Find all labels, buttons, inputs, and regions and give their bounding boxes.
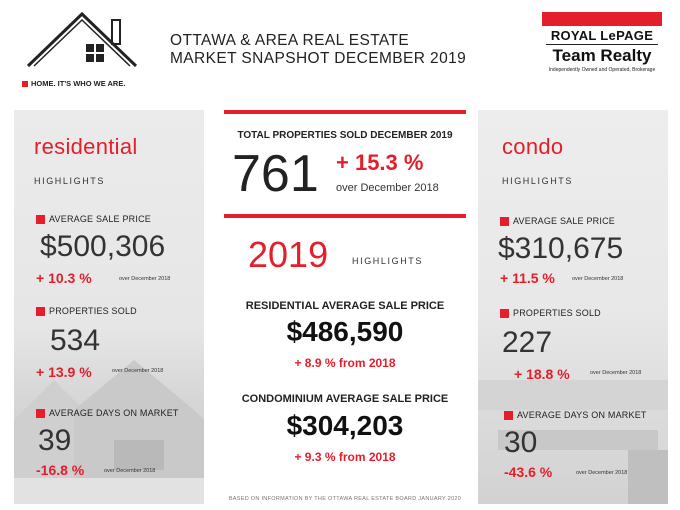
logo-small: Independently Owned and Operated, Broker… xyxy=(548,67,656,73)
condo-sold-label-text: PROPERTIES SOLD xyxy=(513,308,601,318)
res-avg-label: RESIDENTIAL AVERAGE SALE PRICE xyxy=(245,300,445,312)
condo-avg-price-label-text: AVERAGE SALE PRICE xyxy=(513,216,615,226)
condo-avg-price: $310,675 xyxy=(498,232,624,265)
red-square-icon xyxy=(500,216,509,226)
res-dom-change: -16.8 % xyxy=(36,462,85,478)
condo-avg-price-change: + 11.5 % xyxy=(500,270,555,286)
snowy-house-image xyxy=(14,360,204,504)
year-subtitle: HIGHLIGHTS xyxy=(352,256,424,266)
residential-panel: residential HIGHLIGHTS AVERAGE SALE PRIC… xyxy=(14,110,204,504)
mid-rule xyxy=(224,214,466,218)
condo-panel: condo HIGHLIGHTS AVERAGE SALE PRICE $310… xyxy=(478,110,668,504)
res-avg-value: $486,590 xyxy=(286,316,404,347)
house-logo xyxy=(20,6,140,76)
logo-bottom: Team Realty xyxy=(552,46,652,65)
total-value: 761 xyxy=(232,145,319,203)
condo-avg-value: $304,203 xyxy=(286,410,404,441)
logo-red-bar xyxy=(542,12,662,26)
res-avg-price: $500,306 xyxy=(40,230,166,263)
res-avg-price-label: AVERAGE SALE PRICE xyxy=(36,214,151,224)
condo-dom-label: AVERAGE DAYS ON MARKET xyxy=(504,410,647,420)
residential-subtitle: HIGHLIGHTS xyxy=(34,176,106,186)
royal-lepage-logo: ROYAL LePAGE Team Realty Independently O… xyxy=(542,12,662,84)
res-avg-change: + 8.9 % from 2018 xyxy=(294,356,396,370)
header-line1: OTTAWA & AREA REAL ESTATE xyxy=(170,32,410,49)
red-square-icon xyxy=(36,408,45,418)
res-dom: 39 xyxy=(38,424,72,457)
total-change: + 15.3 % xyxy=(336,150,424,175)
red-square-icon xyxy=(36,306,45,316)
condo-avg-label: CONDOMINIUM AVERAGE SALE PRICE xyxy=(241,393,449,405)
header-line2: MARKET SNAPSHOT DECEMBER 2019 xyxy=(170,50,467,67)
condo-dom-note: over December 2018 xyxy=(576,470,628,476)
tagline: HOME. IT'S WHO WE ARE. xyxy=(22,79,125,88)
condo-avg-price-label: AVERAGE SALE PRICE xyxy=(500,216,615,226)
condo-dom: 30 xyxy=(504,426,538,459)
res-dom-note: over December 2018 xyxy=(104,468,156,474)
total-note: over December 2018 xyxy=(336,182,439,194)
condo-dom-label-text: AVERAGE DAYS ON MARKET xyxy=(517,410,647,420)
red-square-icon xyxy=(504,410,513,420)
res-sold-change: + 13.9 % xyxy=(36,364,92,380)
condo-sold-note: over December 2018 xyxy=(590,370,642,376)
total-label: TOTAL PROPERTIES SOLD DECEMBER 2019 xyxy=(237,130,453,141)
tagline-text: HOME. IT'S WHO WE ARE. xyxy=(31,79,126,88)
red-square-icon xyxy=(500,308,509,318)
condo-sold: 227 xyxy=(502,326,553,359)
logo-divider xyxy=(546,44,658,45)
red-square-icon xyxy=(36,214,45,224)
condo-title: condo xyxy=(502,134,564,159)
residential-title: residential xyxy=(34,134,138,159)
res-sold-note: over December 2018 xyxy=(112,368,164,374)
res-avg-price-note: over December 2018 xyxy=(119,276,171,282)
logo-top: ROYAL LePAGE xyxy=(550,28,654,43)
footnote: BASED ON INFORMATION BY THE OTTAWA REAL … xyxy=(228,496,462,502)
year: 2019 xyxy=(248,234,329,275)
condo-dom-change: -43.6 % xyxy=(504,464,553,480)
top-rule xyxy=(224,110,466,114)
condo-subtitle: HIGHLIGHTS xyxy=(502,176,574,186)
res-sold-label: PROPERTIES SOLD xyxy=(36,306,137,316)
house-icon xyxy=(26,11,138,68)
res-avg-price-label-text: AVERAGE SALE PRICE xyxy=(49,214,151,224)
condo-avg-change: + 9.3 % from 2018 xyxy=(294,450,396,464)
header-title: OTTAWA & AREA REAL ESTATE MARKET SNAPSHO… xyxy=(170,32,466,68)
condo-avg-price-note: over December 2018 xyxy=(572,276,624,282)
res-sold: 534 xyxy=(50,324,101,357)
red-square-icon xyxy=(22,80,28,87)
res-dom-label: AVERAGE DAYS ON MARKET xyxy=(36,408,179,418)
res-sold-label-text: PROPERTIES SOLD xyxy=(49,306,137,316)
condo-sold-label: PROPERTIES SOLD xyxy=(500,308,601,318)
condo-sold-change: + 18.8 % xyxy=(514,366,570,382)
interior-image xyxy=(478,380,668,504)
res-dom-label-text: AVERAGE DAYS ON MARKET xyxy=(49,408,179,418)
res-avg-price-change: + 10.3 % xyxy=(36,270,92,286)
